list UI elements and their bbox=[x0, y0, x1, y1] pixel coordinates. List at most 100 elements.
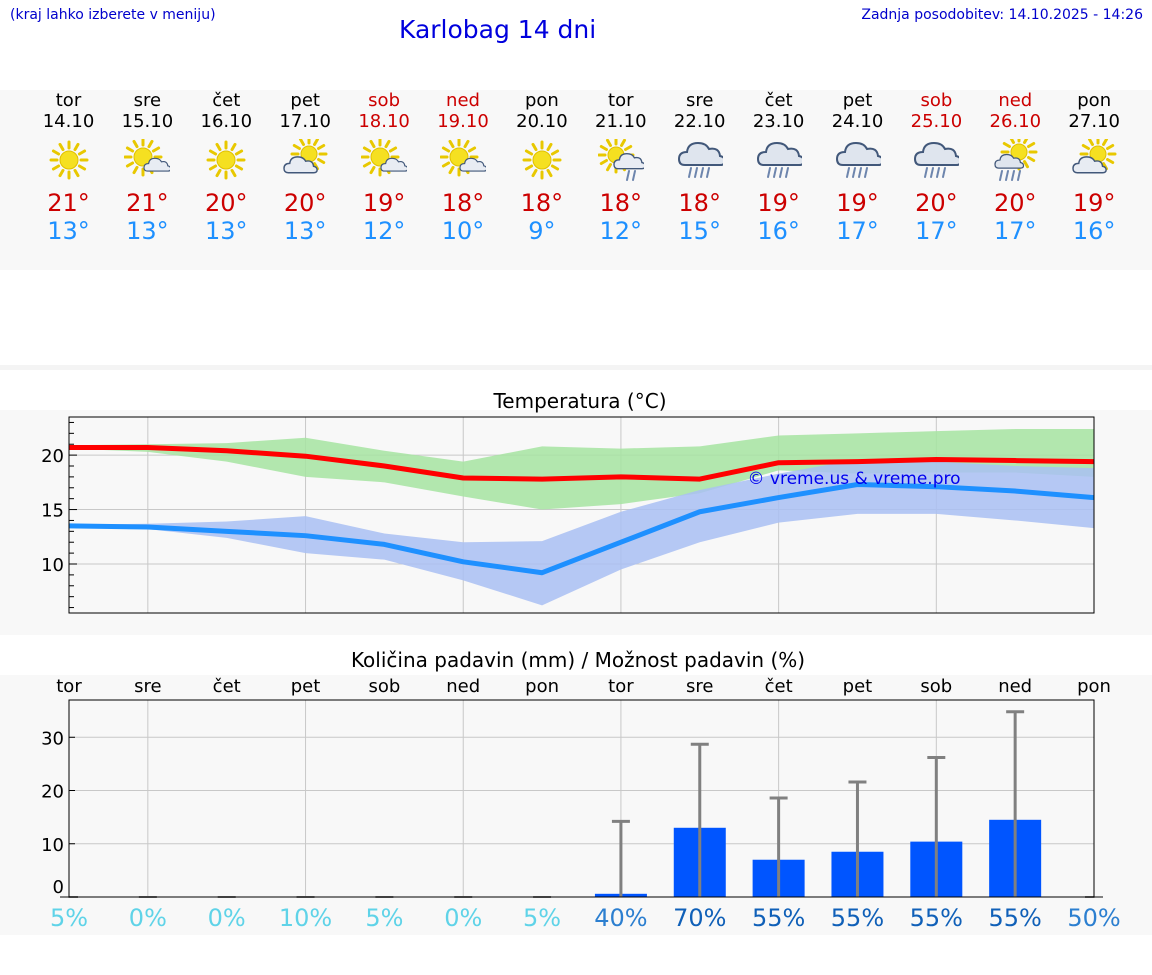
precipitation-probability: 55% bbox=[988, 904, 1041, 932]
day-name: pet bbox=[842, 90, 873, 111]
weather-sun-icon bbox=[29, 139, 109, 181]
day-column: pet 24.10 19° 17° bbox=[818, 90, 898, 246]
precipitation-probability: 0% bbox=[208, 904, 246, 932]
day-name: tor bbox=[608, 90, 634, 111]
day-date: 27.10 bbox=[1068, 111, 1120, 132]
min-temperature: 17° bbox=[836, 217, 879, 245]
weather-cloud-rain-icon bbox=[818, 139, 898, 181]
precipitation-probability: 5% bbox=[523, 904, 561, 932]
day-column: ned 26.10 20° 17° bbox=[975, 90, 1055, 246]
min-temperature-line bbox=[68, 482, 1095, 576]
day-date: 25.10 bbox=[910, 111, 963, 132]
x-tick-label: sre bbox=[134, 676, 161, 697]
day-column: čet 23.10 19° 16° bbox=[739, 90, 819, 246]
day-column: pet 17.10 20° 13° bbox=[265, 90, 345, 246]
day-name: pon bbox=[524, 90, 559, 111]
precipitation-probability: 0% bbox=[444, 904, 482, 932]
weather-sun-small-cloud-icon bbox=[423, 139, 503, 181]
day-date: 19.10 bbox=[437, 111, 489, 132]
max-temperature: 19° bbox=[757, 189, 800, 217]
y-tick-label: 0 bbox=[53, 877, 64, 898]
day-date: 23.10 bbox=[752, 111, 805, 132]
temperature-chart: Temperatura (°C) 10 15 20 © vreme.us & vreme… bbox=[41, 389, 1095, 614]
x-tick-label: pet bbox=[843, 676, 873, 697]
weather-sun-cloud-light-rain-icon bbox=[581, 139, 661, 181]
day-name: pon bbox=[1077, 90, 1112, 111]
day-column: čet 16.10 20° 13° bbox=[186, 90, 266, 246]
max-temperature: 18° bbox=[678, 189, 721, 217]
min-range-band bbox=[69, 459, 1094, 606]
day-date: 18.10 bbox=[358, 111, 410, 132]
min-temperature: 15° bbox=[678, 217, 721, 245]
watermark: © vreme.us & vreme.pro bbox=[747, 469, 960, 489]
day-column: pon 27.10 19° 16° bbox=[1054, 90, 1134, 246]
divider bbox=[0, 365, 1152, 370]
day-column: sre 15.10 21° 13° bbox=[107, 90, 187, 246]
weather-cloud-rain-icon bbox=[896, 139, 976, 181]
min-temperature: 10° bbox=[441, 217, 485, 245]
precipitation-probability: 5% bbox=[50, 904, 88, 932]
x-tick-label: sob bbox=[368, 676, 400, 697]
precipitation-probability: 40% bbox=[594, 904, 647, 932]
min-temperature: 17° bbox=[994, 217, 1037, 245]
weather-sun-small-cloud-icon bbox=[344, 139, 424, 181]
weather-sun-icon bbox=[502, 139, 582, 181]
weather-cloud-sun-icon bbox=[265, 139, 345, 181]
day-name: čet bbox=[212, 90, 241, 111]
y-tick-label: 10 bbox=[41, 555, 64, 576]
day-date: 17.10 bbox=[279, 111, 331, 132]
min-temperature: 13° bbox=[205, 217, 248, 245]
max-temperature: 20° bbox=[915, 189, 958, 217]
weather-sun-cloud-rain-icon bbox=[975, 139, 1055, 181]
precipitation-probability: 0% bbox=[129, 904, 167, 932]
x-tick-label: ned bbox=[446, 676, 480, 697]
chart-title: Količina padavin (mm) / Možnost padavin … bbox=[351, 648, 805, 672]
max-temperature: 20° bbox=[994, 189, 1037, 217]
day-date: 16.10 bbox=[200, 111, 253, 132]
max-temperature: 21° bbox=[126, 189, 169, 217]
min-temperature: 9° bbox=[528, 217, 556, 245]
y-tick-label: 20 bbox=[41, 782, 64, 803]
max-temperature: 19° bbox=[836, 189, 879, 217]
max-temperature: 18° bbox=[520, 189, 564, 217]
precipitation-chart: Količina padavin (mm) / Možnost padavin … bbox=[41, 648, 1121, 932]
precipitation-probability: 70% bbox=[673, 904, 726, 932]
max-range-band bbox=[69, 428, 1094, 510]
daily-forecast: tor 14.10 21° 13° sre 15.10 21° 13° čet 16.10 20°… bbox=[0, 90, 1152, 270]
x-tick-label: tor bbox=[56, 676, 82, 697]
x-tick-label: čet bbox=[765, 676, 793, 697]
weather-cloud-rain-icon bbox=[660, 139, 740, 181]
precipitation-probability: 55% bbox=[752, 904, 805, 932]
day-name: ned bbox=[446, 90, 480, 111]
precipitation-probability: 10% bbox=[279, 904, 332, 932]
x-tick-label: pon bbox=[525, 676, 559, 697]
min-temperature: 16° bbox=[757, 217, 800, 245]
y-tick-label: 15 bbox=[41, 501, 64, 522]
y-tick-label: 20 bbox=[41, 446, 64, 467]
max-temperature: 21° bbox=[47, 189, 90, 217]
min-temperature: 13° bbox=[126, 217, 169, 245]
day-date: 20.10 bbox=[516, 111, 568, 132]
x-tick-label: čet bbox=[213, 676, 241, 697]
max-temperature: 20° bbox=[283, 189, 327, 217]
max-temperature: 18° bbox=[441, 189, 485, 217]
day-name: sob bbox=[920, 90, 953, 111]
day-column: pon 20.10 18° 9° bbox=[502, 90, 582, 246]
day-name: sre bbox=[133, 90, 162, 111]
x-tick-label: ned bbox=[998, 676, 1032, 697]
min-temperature: 17° bbox=[915, 217, 958, 245]
day-date: 22.10 bbox=[673, 111, 726, 132]
plot-frame bbox=[68, 699, 1095, 898]
min-temperature: 16° bbox=[1072, 217, 1116, 245]
last-updated: Zadnja posodobitev: 14.10.2025 - 14:26 bbox=[861, 7, 1143, 23]
forecast-band bbox=[0, 90, 1152, 270]
min-temperature: 13° bbox=[47, 217, 90, 245]
weather-sun-icon bbox=[186, 139, 266, 181]
y-tick-label: 30 bbox=[41, 728, 64, 749]
day-name: tor bbox=[55, 90, 82, 111]
max-temperature: 20° bbox=[205, 189, 248, 217]
y-tick-label: 10 bbox=[41, 835, 64, 856]
precipitation-probability: 55% bbox=[910, 904, 963, 932]
day-name: pet bbox=[290, 90, 320, 111]
day-name: ned bbox=[998, 90, 1033, 111]
